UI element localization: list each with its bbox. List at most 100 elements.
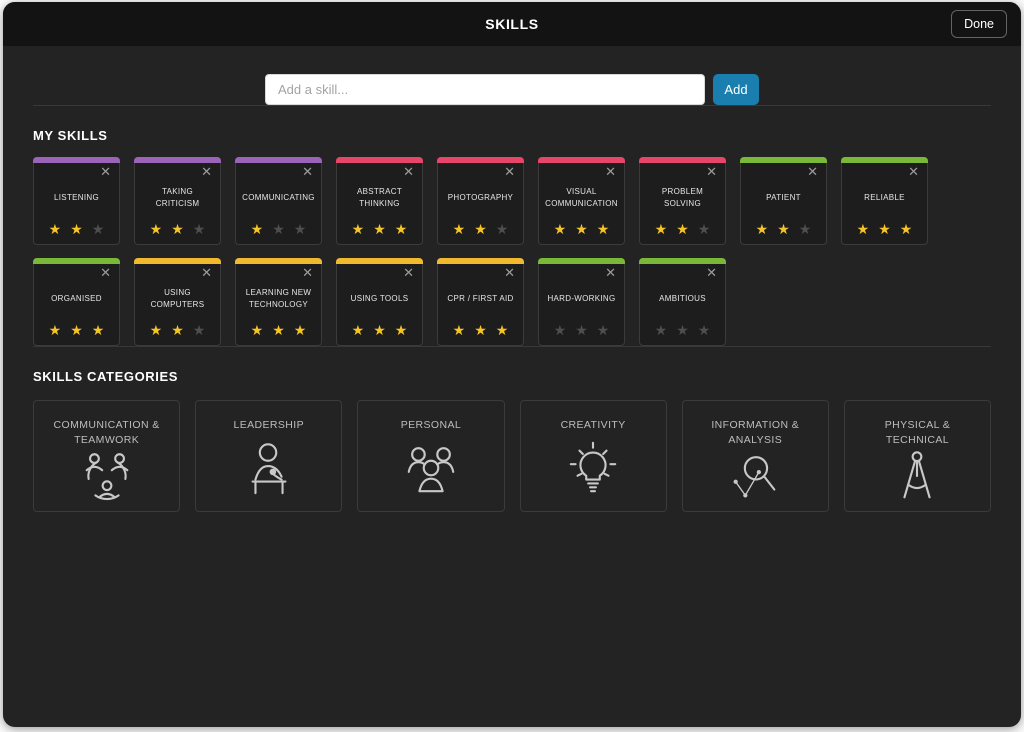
category-name: PERSONAL bbox=[400, 419, 462, 431]
header: SKILLS Done bbox=[3, 2, 1021, 46]
skill-rating: ★ ★ ★ bbox=[337, 323, 422, 345]
skill-category-color-bar bbox=[235, 157, 322, 163]
star-icon[interactable]: ★ bbox=[48, 221, 62, 237]
remove-skill-icon[interactable]: ✕ bbox=[605, 164, 616, 179]
skill-card[interactable]: ✕ CPR / FIRST AID ★ ★ ★ bbox=[437, 258, 524, 346]
skill-card[interactable]: ✕ ORGANISED ★ ★ ★ bbox=[33, 258, 120, 346]
star-icon[interactable]: ★ bbox=[192, 322, 206, 338]
star-icon[interactable]: ★ bbox=[149, 221, 163, 237]
star-icon[interactable]: ★ bbox=[351, 221, 365, 237]
skill-card[interactable]: ✕ TAKING CRITICISM ★ ★ ★ bbox=[134, 157, 221, 245]
star-icon[interactable]: ★ bbox=[474, 322, 487, 338]
star-icon[interactable]: ★ bbox=[192, 221, 206, 237]
skill-card[interactable]: ✕ PATIENT ★ ★ ★ bbox=[740, 157, 827, 245]
skill-card[interactable]: ✕ LISTENING ★ ★ ★ bbox=[33, 157, 120, 245]
skill-card[interactable]: ✕ PROBLEM SOLVING ★ ★ ★ bbox=[639, 157, 726, 245]
star-icon[interactable]: ★ bbox=[48, 322, 62, 338]
star-icon[interactable]: ★ bbox=[575, 322, 588, 338]
skill-card[interactable]: ✕ USING TOOLS ★ ★ ★ bbox=[336, 258, 423, 346]
skill-card[interactable]: ✕ RELIABLE ★ ★ ★ bbox=[841, 157, 928, 245]
remove-skill-icon[interactable]: ✕ bbox=[605, 265, 616, 280]
star-icon[interactable]: ★ bbox=[149, 322, 163, 338]
add-skill-input[interactable] bbox=[265, 74, 705, 105]
star-icon[interactable]: ★ bbox=[250, 221, 264, 237]
remove-skill-icon[interactable]: ✕ bbox=[403, 265, 414, 280]
star-icon[interactable]: ★ bbox=[70, 322, 83, 338]
remove-skill-icon[interactable]: ✕ bbox=[504, 265, 515, 280]
skill-card[interactable]: ✕ HARD-WORKING ★ ★ ★ bbox=[538, 258, 625, 346]
remove-skill-icon[interactable]: ✕ bbox=[100, 164, 111, 179]
category-card[interactable]: PHYSICAL & TECHNICAL bbox=[843, 400, 992, 512]
star-icon[interactable]: ★ bbox=[452, 221, 466, 237]
star-icon[interactable]: ★ bbox=[596, 221, 610, 237]
category-card[interactable]: COMMUNICATION & TEAMWORK bbox=[33, 400, 181, 512]
star-icon[interactable]: ★ bbox=[596, 322, 610, 338]
skill-card[interactable]: ✕ PHOTOGRAPHY ★ ★ ★ bbox=[437, 157, 524, 245]
star-icon[interactable]: ★ bbox=[272, 322, 285, 338]
skill-category-color-bar bbox=[639, 258, 726, 264]
star-icon[interactable]: ★ bbox=[899, 221, 913, 237]
add-button[interactable]: Add bbox=[713, 74, 759, 105]
skill-name: USING TOOLS bbox=[350, 293, 409, 303]
skill-card[interactable]: ✕ AMBITIOUS ★ ★ ★ bbox=[639, 258, 726, 346]
remove-skill-icon[interactable]: ✕ bbox=[706, 164, 717, 179]
star-icon[interactable]: ★ bbox=[394, 322, 408, 338]
star-icon[interactable]: ★ bbox=[394, 221, 408, 237]
star-icon[interactable]: ★ bbox=[798, 221, 812, 237]
skill-rating: ★ ★ ★ bbox=[135, 222, 220, 244]
skill-category-color-bar bbox=[33, 258, 120, 264]
skill-card[interactable]: ✕ LEARNING NEW TECHNOLOGY ★ ★ ★ bbox=[235, 258, 322, 346]
remove-skill-icon[interactable]: ✕ bbox=[706, 265, 717, 280]
remove-skill-icon[interactable]: ✕ bbox=[100, 265, 111, 280]
star-icon[interactable]: ★ bbox=[697, 221, 711, 237]
star-icon[interactable]: ★ bbox=[755, 221, 769, 237]
star-icon[interactable]: ★ bbox=[474, 221, 487, 237]
star-icon[interactable]: ★ bbox=[676, 221, 689, 237]
remove-skill-icon[interactable]: ✕ bbox=[302, 265, 313, 280]
category-card[interactable]: LEADERSHIP bbox=[195, 400, 343, 512]
skill-name: ABSTRACT THINKING bbox=[356, 186, 403, 208]
star-icon[interactable]: ★ bbox=[697, 322, 711, 338]
star-icon[interactable]: ★ bbox=[373, 322, 386, 338]
category-name: PHYSICAL & TECHNICAL bbox=[884, 419, 951, 446]
star-icon[interactable]: ★ bbox=[171, 322, 184, 338]
done-button[interactable]: Done bbox=[951, 10, 1007, 38]
remove-skill-icon[interactable]: ✕ bbox=[201, 164, 212, 179]
category-card[interactable]: CREATIVITY bbox=[519, 400, 667, 512]
skill-card[interactable]: ✕ USING COMPUTERS ★ ★ ★ bbox=[134, 258, 221, 346]
star-icon[interactable]: ★ bbox=[351, 322, 365, 338]
remove-skill-icon[interactable]: ✕ bbox=[403, 164, 414, 179]
star-icon[interactable]: ★ bbox=[452, 322, 466, 338]
star-icon[interactable]: ★ bbox=[70, 221, 83, 237]
skill-name: CPR / FIRST AID bbox=[447, 293, 514, 303]
remove-skill-icon[interactable]: ✕ bbox=[504, 164, 515, 179]
remove-skill-icon[interactable]: ✕ bbox=[302, 164, 313, 179]
remove-skill-icon[interactable]: ✕ bbox=[908, 164, 919, 179]
star-icon[interactable]: ★ bbox=[250, 322, 264, 338]
star-icon[interactable]: ★ bbox=[171, 221, 184, 237]
star-icon[interactable]: ★ bbox=[575, 221, 588, 237]
star-icon[interactable]: ★ bbox=[91, 322, 105, 338]
star-icon[interactable]: ★ bbox=[654, 221, 668, 237]
star-icon[interactable]: ★ bbox=[373, 221, 386, 237]
remove-skill-icon[interactable]: ✕ bbox=[201, 265, 212, 280]
skill-card[interactable]: ✕ ABSTRACT THINKING ★ ★ ★ bbox=[336, 157, 423, 245]
category-card[interactable]: INFORMATION & ANALYSIS bbox=[681, 400, 829, 512]
star-icon[interactable]: ★ bbox=[878, 221, 891, 237]
star-icon[interactable]: ★ bbox=[654, 322, 668, 338]
remove-skill-icon[interactable]: ✕ bbox=[807, 164, 818, 179]
star-icon[interactable]: ★ bbox=[676, 322, 689, 338]
star-icon[interactable]: ★ bbox=[91, 221, 105, 237]
star-icon[interactable]: ★ bbox=[553, 221, 567, 237]
skill-card[interactable]: ✕ COMMUNICATING ★ ★ ★ bbox=[235, 157, 322, 245]
star-icon[interactable]: ★ bbox=[856, 221, 870, 237]
category-card[interactable]: PERSONAL bbox=[357, 400, 505, 512]
star-icon[interactable]: ★ bbox=[495, 322, 509, 338]
star-icon[interactable]: ★ bbox=[777, 221, 790, 237]
star-icon[interactable]: ★ bbox=[272, 221, 285, 237]
skill-card[interactable]: ✕ VISUAL COMMUNICATION ★ ★ ★ bbox=[538, 157, 625, 245]
star-icon[interactable]: ★ bbox=[495, 221, 509, 237]
star-icon[interactable]: ★ bbox=[293, 322, 307, 338]
star-icon[interactable]: ★ bbox=[553, 322, 567, 338]
star-icon[interactable]: ★ bbox=[293, 221, 307, 237]
